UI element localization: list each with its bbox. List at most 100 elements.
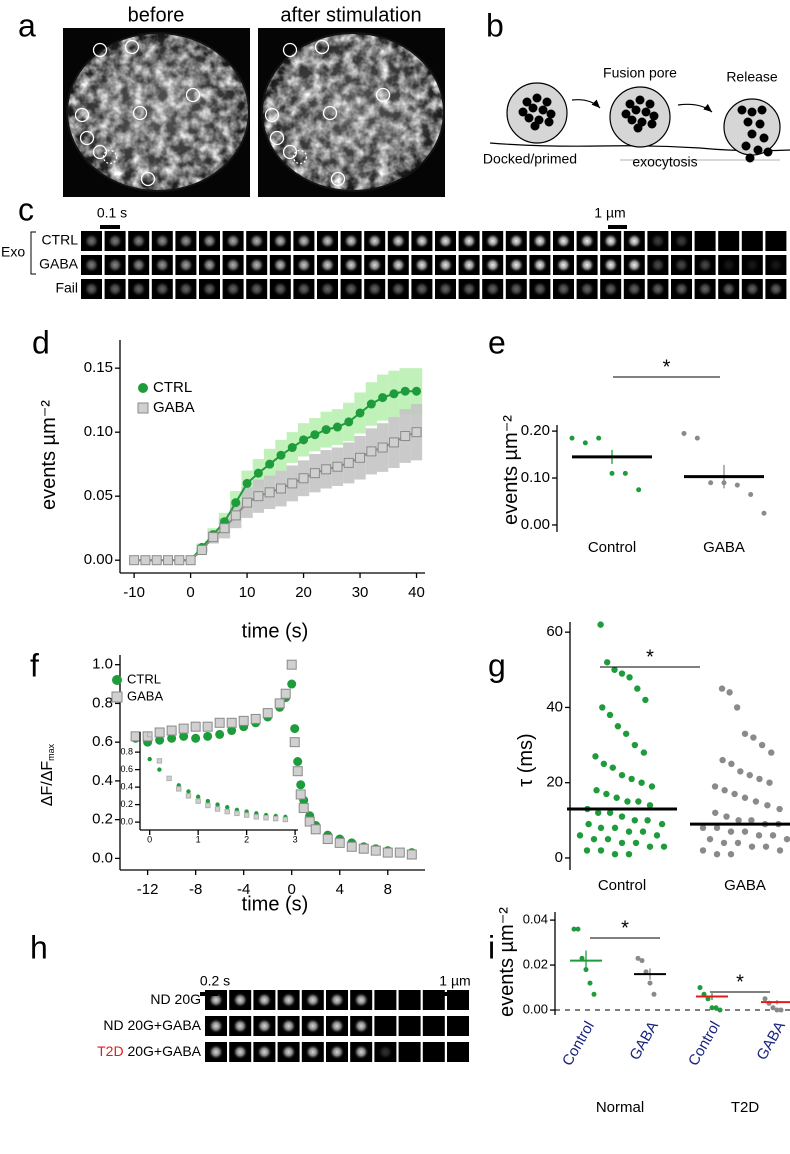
- data-point: [764, 802, 771, 809]
- y-axis-label: ΔF/ΔFmax: [39, 743, 56, 806]
- frame-spot: [107, 281, 123, 297]
- marker: [190, 721, 201, 732]
- category-label: Control: [685, 1018, 724, 1068]
- row-label: ND 20G+GABA: [103, 1017, 201, 1033]
- significance-label: *: [663, 356, 671, 378]
- frame-spot: [329, 992, 345, 1008]
- frame-spot: [329, 1018, 345, 1034]
- frame-spot: [485, 281, 501, 297]
- marker: [280, 688, 291, 699]
- frame-spot: [721, 257, 737, 273]
- frame-spot: [329, 1044, 345, 1060]
- data-point: [778, 1007, 784, 1013]
- marker: [203, 731, 213, 741]
- vesicle: [635, 95, 645, 105]
- y-axis-label: events µm⁻²: [38, 400, 60, 510]
- scale-label: 1 µm: [439, 973, 470, 989]
- data-point: [748, 817, 755, 824]
- cell-texture: [68, 34, 248, 190]
- frame-spot: [305, 992, 321, 1008]
- legend-marker: [111, 691, 123, 703]
- data-point: [611, 824, 619, 832]
- frame: [398, 1016, 421, 1036]
- category-label: Control: [598, 877, 646, 894]
- data-point: [706, 835, 714, 843]
- marker: [129, 555, 140, 566]
- data-point: [603, 790, 610, 798]
- data-point: [699, 847, 707, 854]
- data-point: [646, 843, 654, 850]
- frame-spot: [532, 281, 548, 297]
- condition: ND: [103, 1017, 123, 1033]
- marker: [366, 446, 377, 457]
- data-point: [590, 835, 598, 843]
- vesicle: [747, 107, 757, 117]
- marker: [185, 555, 196, 566]
- frame-spot: [225, 281, 241, 297]
- data-point: [634, 685, 641, 692]
- vesicle: [753, 145, 763, 155]
- frame-spot: [305, 1018, 321, 1034]
- data-point: [625, 850, 633, 858]
- y-tick-label: 0.4: [92, 772, 113, 789]
- marker: [289, 737, 300, 748]
- frame-spot: [256, 992, 272, 1008]
- data-point: [727, 850, 735, 858]
- vesicle: [631, 105, 641, 115]
- frame-spot: [281, 992, 297, 1008]
- x-tick-label: 10: [239, 584, 256, 601]
- marker: [205, 798, 211, 804]
- marker: [286, 659, 297, 670]
- frame-spot: [461, 281, 477, 297]
- marker: [250, 713, 261, 724]
- x-tick-label: 3: [293, 834, 298, 844]
- y-tick-label: 0.8: [92, 694, 113, 711]
- legend-label: GABA: [127, 688, 163, 703]
- frame-spot: [225, 257, 241, 273]
- significance-label: *: [621, 917, 629, 939]
- frame-spot: [673, 233, 690, 249]
- y-tick-label: 0.2: [120, 799, 133, 809]
- marker: [344, 417, 354, 427]
- legend-marker: [112, 675, 122, 685]
- frame-spot: [532, 257, 548, 273]
- scale-label: 0.2 s: [200, 973, 230, 989]
- category-label: GABA: [703, 539, 745, 556]
- x-axis-label: time (s): [242, 893, 309, 915]
- y-axis-label-main: τ (ms): [515, 733, 537, 786]
- vesicle: [544, 117, 554, 127]
- panel-label: i: [488, 929, 495, 965]
- data-point: [582, 440, 588, 446]
- data-point: [613, 794, 620, 801]
- data-point: [737, 768, 744, 775]
- frame-spot: [296, 257, 312, 273]
- frame-spot: [697, 257, 713, 273]
- x-tick-label: 2: [244, 834, 249, 844]
- marker: [205, 802, 211, 809]
- marker: [273, 815, 279, 822]
- frame-spot: [414, 257, 430, 273]
- marker: [186, 789, 191, 794]
- panel-label: c: [18, 191, 34, 227]
- y-tick-label: 0: [555, 849, 563, 866]
- vesicle: [737, 105, 747, 115]
- row-label: ND 20G: [150, 991, 201, 1007]
- frame-spot: [343, 257, 359, 273]
- marker: [242, 478, 252, 488]
- frame-spot: [131, 233, 147, 249]
- y-tick-label: 0.15: [84, 359, 113, 376]
- frame: [398, 990, 421, 1010]
- data-point: [618, 771, 626, 779]
- data-point: [734, 839, 742, 847]
- frame-spot: [367, 233, 383, 249]
- frame-spot: [508, 233, 524, 249]
- frame-spot: [461, 257, 477, 273]
- frame-spot: [272, 281, 288, 297]
- frame-spot: [232, 992, 248, 1008]
- frame-spot: [390, 257, 406, 273]
- frame-spot: [697, 281, 713, 297]
- y-tick-label: 0.00: [84, 551, 113, 568]
- frame-spot: [532, 233, 548, 249]
- treatment: 20G+GABA: [127, 1043, 201, 1059]
